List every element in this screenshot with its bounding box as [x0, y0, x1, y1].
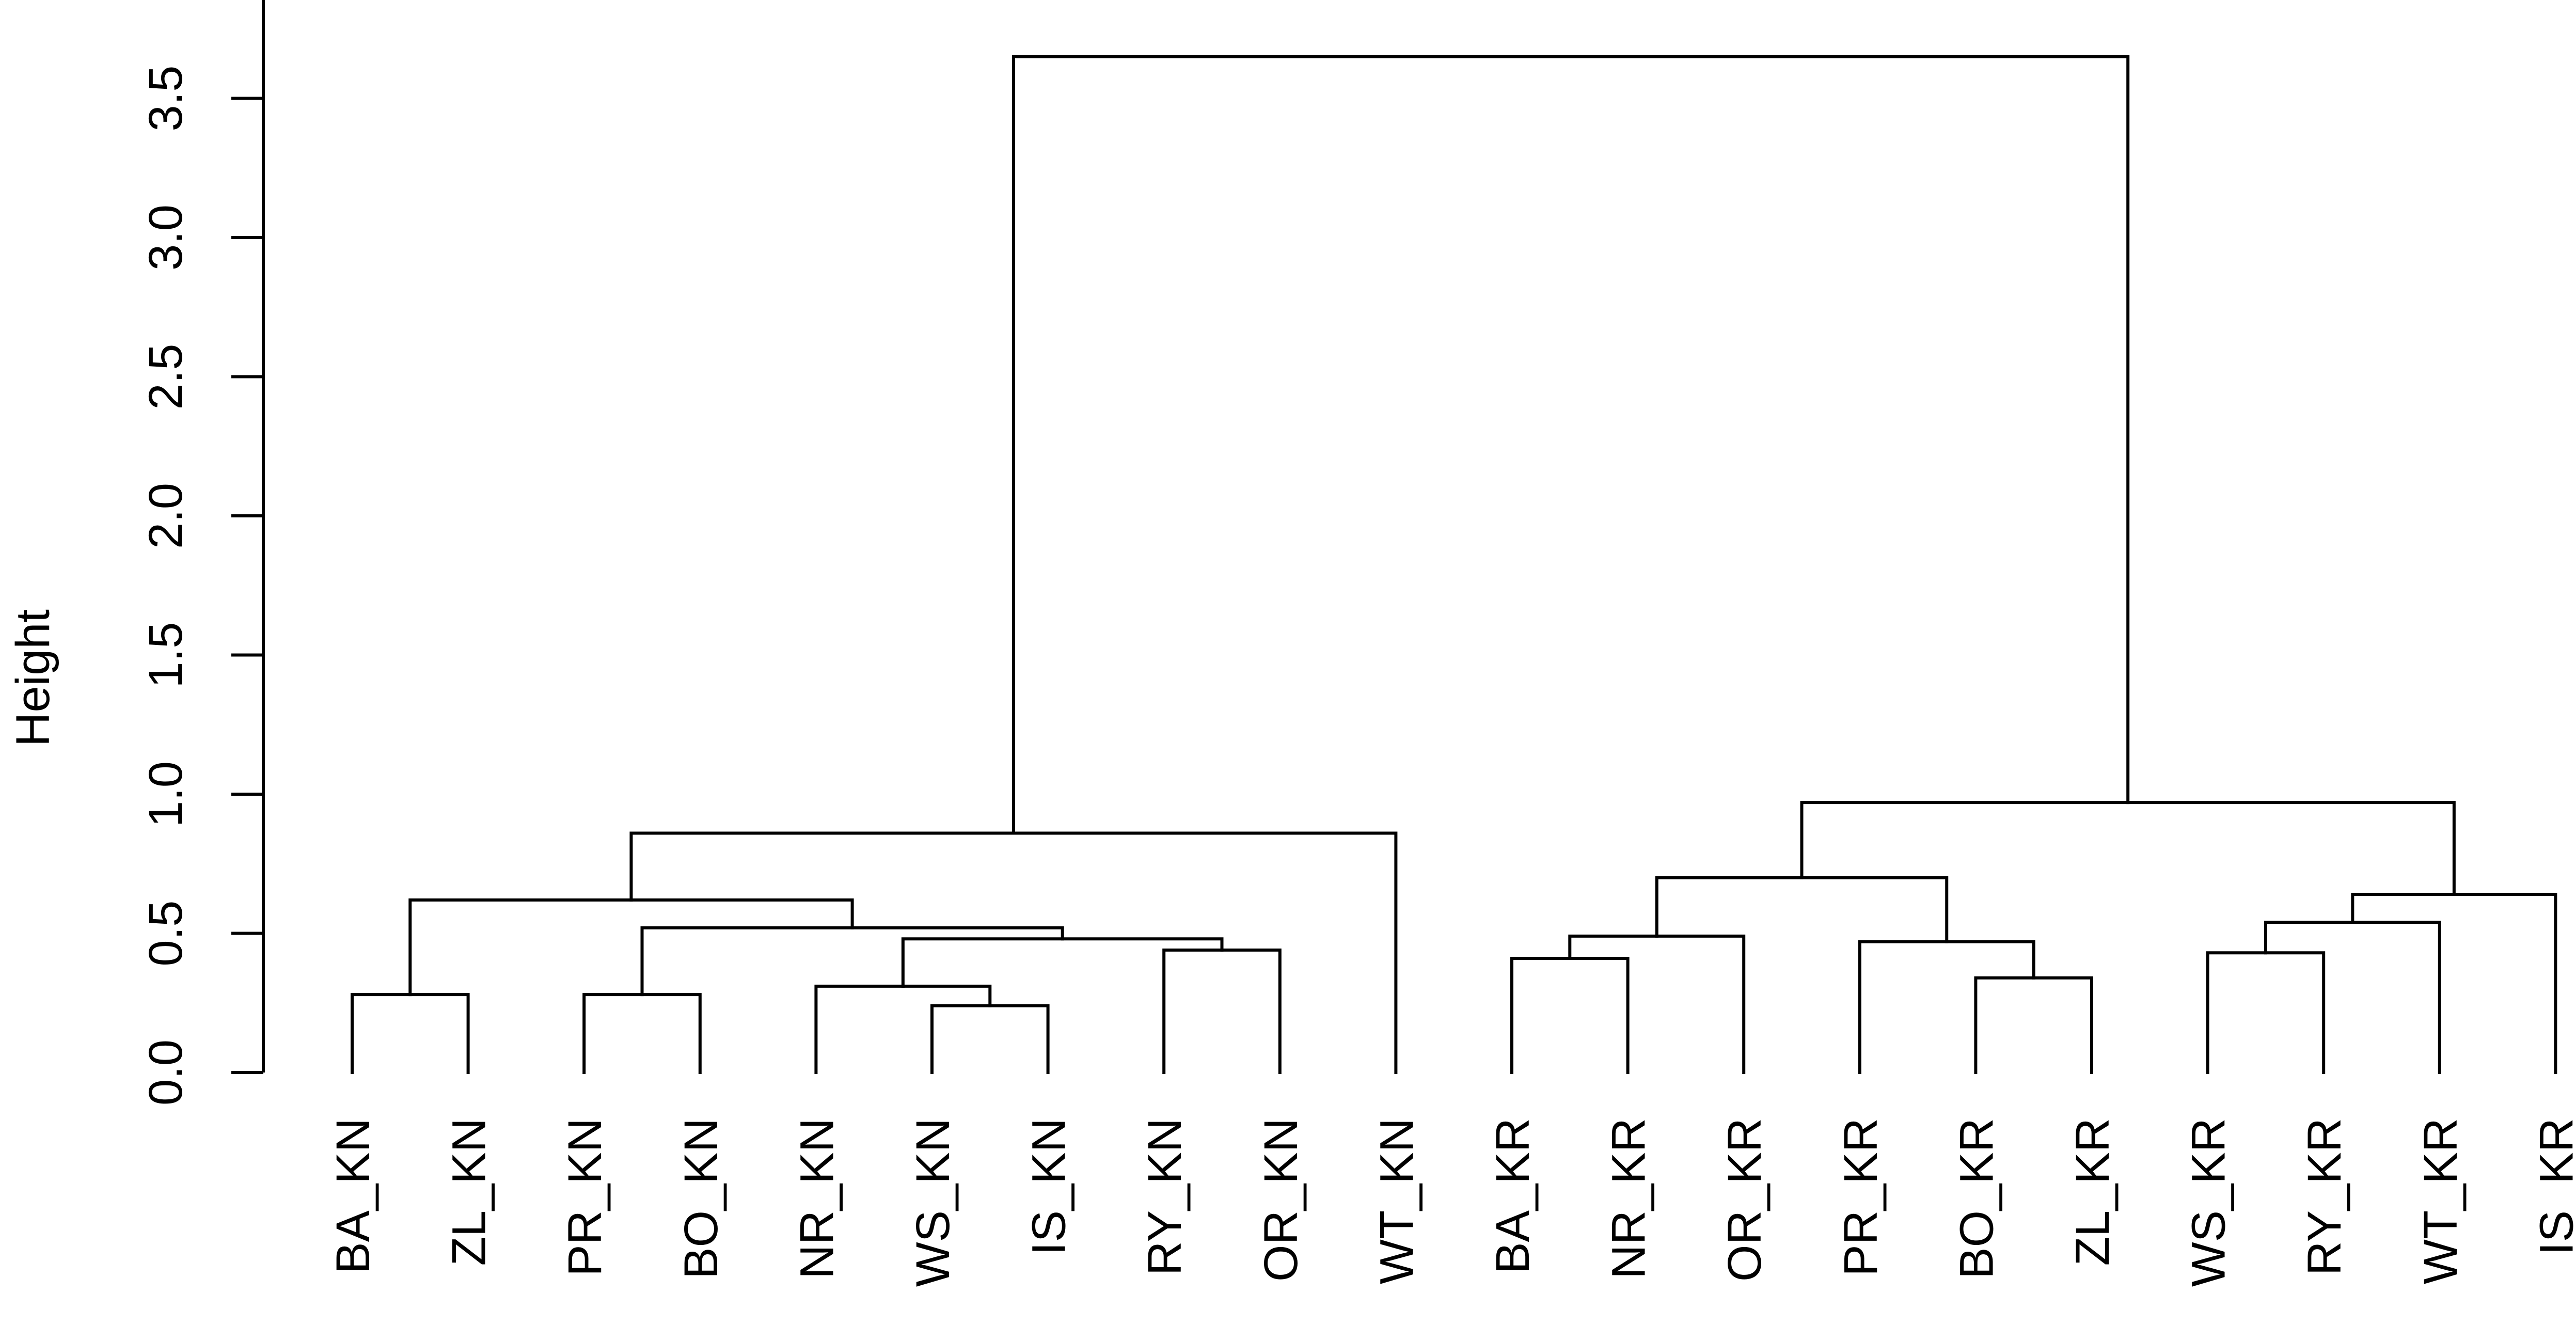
- leaf-label: BO_KR: [1950, 1118, 2003, 1279]
- leaf-label: IS_KR: [2530, 1118, 2576, 1255]
- merge-link-m14: [1655, 876, 1949, 943]
- merge-link-m12: [1974, 976, 2093, 1074]
- y-tick-label: 3.0: [139, 204, 192, 271]
- merge-link-m19: [1012, 55, 2130, 835]
- leaf-label: OR_KN: [1255, 1118, 1307, 1282]
- leaf-labels: BA_KN ZL_KN PR_KN BO_KN NR_KN WS_KN IS_KN RY_KN…: [327, 1118, 2576, 1287]
- leaf-label: ZL_KN: [443, 1118, 496, 1266]
- merge-link-m5: [1162, 948, 1282, 1074]
- leaf-label: BA_KN: [327, 1118, 380, 1274]
- merge-link-m6: [901, 937, 1224, 988]
- leaf-label: BO_KN: [675, 1118, 728, 1279]
- merge-link-m16: [2264, 920, 2441, 1074]
- y-tick-label: 2.5: [139, 344, 192, 410]
- leaf-label: IS_KN: [1023, 1118, 1076, 1255]
- merge-link-m4: [814, 984, 992, 1074]
- leaf-label: RY_KN: [1139, 1118, 1191, 1275]
- y-axis-label: Height: [7, 609, 59, 747]
- y-tick-label: 1.5: [139, 622, 192, 688]
- y-axis: 0.0 0.5 1.0 1.5 2.0 2.5 3.0 3.5: [139, 0, 265, 1106]
- y-tick-label: 3.5: [139, 66, 192, 132]
- leaf-label: WS_KN: [907, 1118, 959, 1287]
- merge-link-m2: [582, 993, 702, 1074]
- leaf-label: OR_KR: [1718, 1118, 1771, 1282]
- y-tick-label: 0.0: [139, 1039, 192, 1106]
- leaf-label: WT_KR: [2414, 1118, 2467, 1284]
- leaf-label: NR_KN: [791, 1118, 843, 1279]
- merge-link-m18: [1800, 801, 2456, 896]
- leaf-label: RY_KR: [2298, 1118, 2351, 1275]
- leaf-label: WS_KR: [2183, 1118, 2235, 1287]
- dendrogram-tree: [351, 55, 2557, 1074]
- merge-link-m3: [930, 1004, 1050, 1074]
- y-tick-label: 2.0: [139, 483, 192, 549]
- merge-link-m13: [1858, 940, 2035, 1074]
- leaf-label: PR_KN: [559, 1118, 611, 1276]
- y-tick-label: 0.5: [139, 901, 192, 967]
- leaf-label: BA_KR: [1487, 1118, 1539, 1274]
- leaf-label: PR_KR: [1835, 1118, 1887, 1276]
- leaf-label: NR_KR: [1603, 1118, 1655, 1279]
- leaf-label: WT_KN: [1370, 1118, 1423, 1284]
- merge-link-m11: [1568, 934, 1746, 1074]
- merge-link-m8: [408, 898, 854, 997]
- merge-link-m1: [351, 993, 470, 1074]
- y-tick-label: 1.0: [139, 761, 192, 827]
- merge-link-m15: [2206, 951, 2326, 1074]
- leaf-label: ZL_KR: [2066, 1118, 2119, 1266]
- merge-link-m10: [1510, 957, 1630, 1074]
